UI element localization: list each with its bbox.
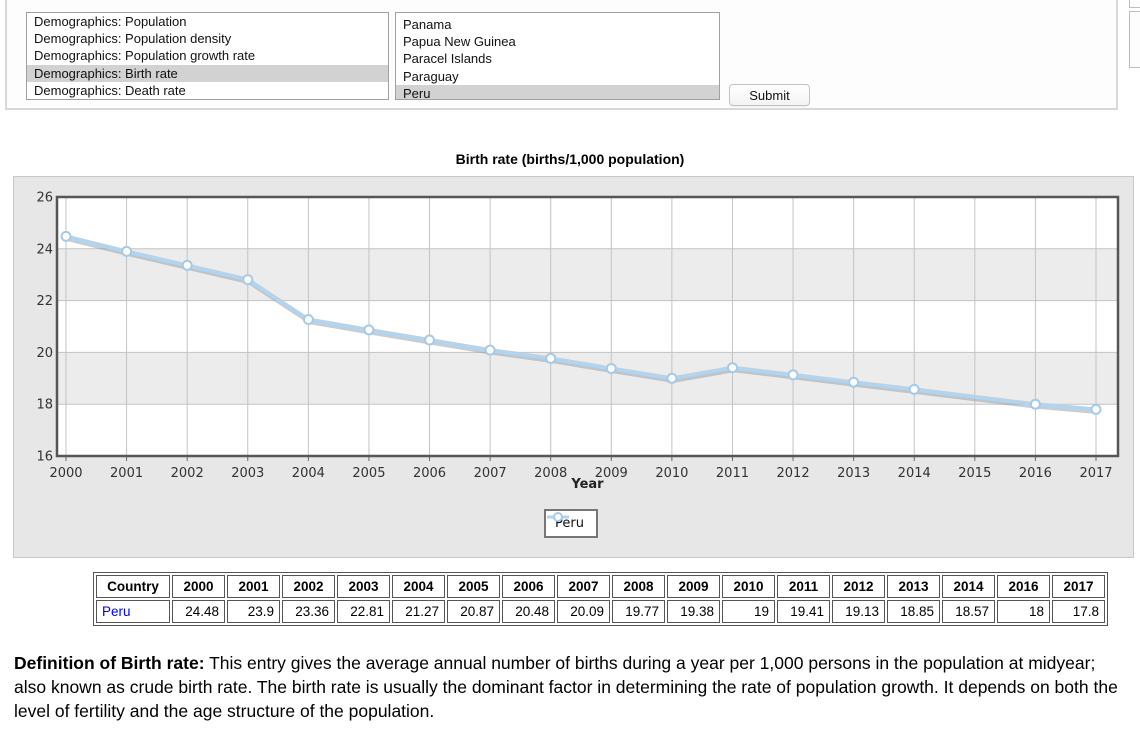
- svg-text:16: 16: [36, 450, 53, 465]
- svg-text:18: 18: [36, 398, 53, 413]
- table-header-cell: 2017: [1052, 575, 1105, 598]
- table-header-cell: 2001: [227, 575, 280, 598]
- svg-text:2014: 2014: [898, 466, 931, 481]
- country-listbox[interactable]: Panama Papua New Guinea Paracel Islands Par…: [395, 12, 720, 100]
- legend-label: Peru: [555, 516, 584, 531]
- svg-text:2000: 2000: [49, 466, 82, 481]
- svg-text:2013: 2013: [837, 466, 870, 481]
- value-cell: 18.85: [887, 600, 940, 623]
- table-header-cell: 2009: [667, 575, 720, 598]
- value-cell: 19: [722, 600, 775, 623]
- svg-text:2012: 2012: [777, 466, 810, 481]
- value-cell: 23.36: [282, 600, 335, 623]
- country-link[interactable]: Peru: [102, 604, 131, 619]
- value-cell: 18: [997, 600, 1050, 623]
- list-option[interactable]: Peru: [396, 84, 719, 99]
- table-header-cell: 2012: [832, 575, 885, 598]
- table-header-cell: 2000: [172, 575, 225, 598]
- value-cell: 20.87: [447, 600, 500, 623]
- svg-text:2007: 2007: [474, 466, 507, 481]
- svg-text:2003: 2003: [231, 466, 264, 481]
- value-cell: 18.57: [942, 600, 995, 623]
- svg-text:20: 20: [36, 346, 53, 361]
- svg-text:2017: 2017: [1079, 466, 1112, 481]
- chart-legend: Peru: [544, 509, 598, 538]
- country-cell: Peru: [96, 600, 170, 623]
- table-header-cell: 2006: [502, 575, 555, 598]
- series-marker-icon: [547, 512, 569, 522]
- value-cell: 19.38: [667, 600, 720, 623]
- metric-listbox[interactable]: Demographics: Population Demographics: Po…: [26, 12, 389, 100]
- x-axis-title: Year: [571, 477, 604, 492]
- table-header-cell: 2014: [942, 575, 995, 598]
- table-header-cell: 2004: [392, 575, 445, 598]
- list-option[interactable]: Demographics: Population density: [34, 31, 232, 47]
- svg-text:2006: 2006: [413, 466, 446, 481]
- definition-text: Definition of Birth rate: This entry giv…: [14, 651, 1132, 723]
- definition-label: Definition of Birth rate:: [14, 653, 205, 673]
- svg-text:22: 22: [36, 294, 53, 309]
- chart-container: 2000 2001 2002 2003 2004 2005 2006 2007 2008 2009…: [13, 176, 1134, 558]
- list-option[interactable]: Panama: [403, 17, 452, 32]
- table-header-cell: 2007: [557, 575, 610, 598]
- list-option[interactable]: Demographics: Population growth rate: [34, 48, 256, 64]
- table-header-cell: 2003: [337, 575, 390, 598]
- value-cell: 20.48: [502, 600, 555, 623]
- table-header-cell: 2011: [777, 575, 830, 598]
- svg-text:2002: 2002: [171, 466, 204, 481]
- table-header-cell: 2008: [612, 575, 665, 598]
- list-option[interactable]: Paraguay: [403, 68, 459, 84]
- value-cell: 19.77: [612, 600, 665, 623]
- svg-text:2015: 2015: [958, 466, 991, 481]
- comparison-form-panel: Demographics: Population Demographics: Po…: [5, 0, 1118, 110]
- svg-text:2005: 2005: [352, 466, 385, 481]
- list-option[interactable]: Demographics: Population: [34, 14, 187, 29]
- svg-text:26: 26: [36, 191, 53, 206]
- country-listbox-options: Panama Papua New Guinea Paracel Islands Par…: [396, 13, 719, 99]
- definition-body: This entry gives the average annual numb…: [14, 653, 1118, 721]
- svg-text:2004: 2004: [292, 466, 325, 481]
- svg-text:24: 24: [36, 242, 53, 257]
- list-option[interactable]: Paracel Islands: [403, 51, 492, 67]
- table-header-cell: 2002: [282, 575, 335, 598]
- table-row: Peru 24.48 23.9 23.36 22.81 21.27 20.87 20.48 20…: [96, 600, 1105, 623]
- svg-text:2011: 2011: [716, 466, 749, 481]
- clipped-panel-top: [1129, 0, 1140, 8]
- svg-text:2001: 2001: [110, 466, 143, 481]
- chart-title: Birth rate (births/1,000 population): [455, 151, 685, 167]
- list-option[interactable]: Demographics: Death rate: [34, 82, 186, 98]
- clipped-panel-side: [1129, 11, 1140, 68]
- data-table: Country 2000 2001 2002 2003 2004 2005 2006 2007 2…: [93, 572, 1108, 626]
- value-cell: 21.27: [392, 600, 445, 623]
- list-option[interactable]: Papua New Guinea: [403, 34, 516, 50]
- value-cell: 23.9: [227, 600, 280, 623]
- svg-text:2008: 2008: [534, 466, 567, 481]
- table-header-cell: 2013: [887, 575, 940, 598]
- list-option[interactable]: Demographics: Birth rate: [27, 64, 388, 82]
- svg-text:2016: 2016: [1019, 466, 1052, 481]
- svg-text:2009: 2009: [595, 466, 628, 481]
- table-header-cell: Country: [96, 575, 170, 598]
- metric-listbox-options: Demographics: Population Demographics: Po…: [27, 13, 388, 99]
- value-cell: 19.41: [777, 600, 830, 623]
- svg-text:2010: 2010: [655, 466, 688, 481]
- value-cell: 17.8: [1052, 600, 1105, 623]
- table-header-cell: 2010: [722, 575, 775, 598]
- value-cell: 20.09: [557, 600, 610, 623]
- submit-button[interactable]: Submit: [729, 84, 810, 106]
- value-cell: 24.48: [172, 600, 225, 623]
- value-cell: 19.13: [832, 600, 885, 623]
- value-cell: 22.81: [337, 600, 390, 623]
- table-header-cell: 2016: [997, 575, 1050, 598]
- table-header-cell: 2005: [447, 575, 500, 598]
